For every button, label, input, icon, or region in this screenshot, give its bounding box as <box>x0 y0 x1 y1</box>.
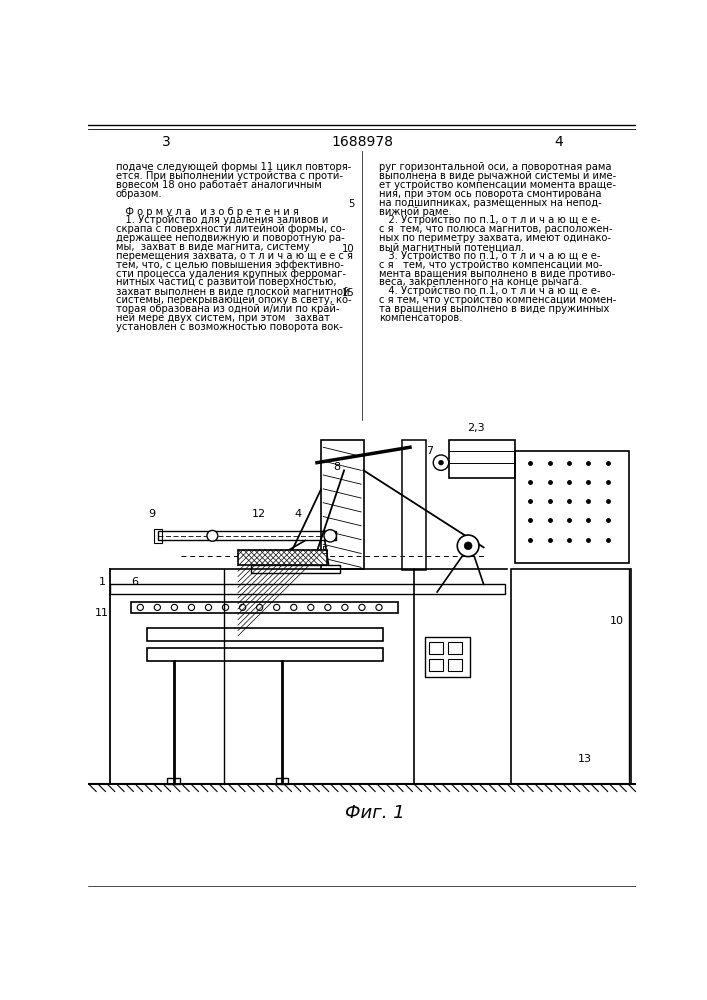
Text: Фиг. 1: Фиг. 1 <box>345 804 405 822</box>
Text: веса, закрепленного на конце рычага.: веса, закрепленного на конце рычага. <box>379 277 583 287</box>
Text: 7: 7 <box>426 446 433 456</box>
Bar <box>251 565 340 573</box>
Text: ней мере двух систем, при этом   захват: ней мере двух систем, при этом захват <box>115 313 329 323</box>
Circle shape <box>438 460 443 465</box>
Bar <box>429 642 443 654</box>
Circle shape <box>464 542 472 550</box>
Text: вовесом 18 оно работает аналогичным: вовесом 18 оно работает аналогичным <box>115 180 321 190</box>
Text: с я  тем, что полюса магнитов, расположен-: с я тем, что полюса магнитов, расположен… <box>379 224 613 234</box>
Text: руг горизонтальной оси, а поворотная рама: руг горизонтальной оси, а поворотная рам… <box>379 162 612 172</box>
Text: тем, что, с целью повышения эффективно-: тем, что, с целью повышения эффективно- <box>115 260 344 270</box>
Circle shape <box>324 530 337 542</box>
Text: 12: 12 <box>252 509 266 519</box>
Text: подаче следующей формы 11 цикл повторя-: подаче следующей формы 11 цикл повторя- <box>115 162 351 172</box>
Text: 4: 4 <box>554 135 563 149</box>
Bar <box>158 531 337 540</box>
Text: системы, перекрывающей опоку в свету, ко-: системы, перекрывающей опоку в свету, ко… <box>115 295 351 305</box>
Text: 1. Устройство для удаления заливов и: 1. Устройство для удаления заливов и <box>115 215 328 225</box>
Text: 5: 5 <box>349 199 355 209</box>
Bar <box>168 778 180 784</box>
Text: 4: 4 <box>294 509 301 519</box>
Bar <box>425 637 469 677</box>
Text: перемещения захвата, о т л и ч а ю щ е е с я: перемещения захвата, о т л и ч а ю щ е е… <box>115 251 353 261</box>
Text: сти процесса удаления крупных ферромаг-: сти процесса удаления крупных ферромаг- <box>115 269 346 279</box>
Bar <box>238 550 327 565</box>
Bar <box>449 440 515 478</box>
Text: 8: 8 <box>333 462 340 472</box>
Bar <box>321 440 363 569</box>
Text: 1688978: 1688978 <box>332 135 393 149</box>
Text: ет устройство компенсации момента враще-: ет устройство компенсации момента враще- <box>379 180 616 190</box>
Text: 6: 6 <box>132 577 139 587</box>
Text: 5: 5 <box>321 546 328 556</box>
Bar <box>146 628 383 641</box>
Text: 15: 15 <box>342 288 355 298</box>
Text: 10: 10 <box>342 244 355 254</box>
Text: ных по периметру захвата, имеют одинако-: ных по периметру захвата, имеют одинако- <box>379 233 611 243</box>
Text: на подшипниках, размещенных на непод-: на подшипниках, размещенных на непод- <box>379 198 602 208</box>
Text: мента вращения выполнено в виде противо-: мента вращения выполнено в виде противо- <box>379 269 615 279</box>
Text: образом.: образом. <box>115 189 162 199</box>
Text: ется. При выполнении устройства с проти-: ется. При выполнении устройства с проти- <box>115 171 342 181</box>
Text: 3. Устройство по п.1, о т л и ч а ю щ е е-: 3. Устройство по п.1, о т л и ч а ю щ е … <box>379 251 600 261</box>
Text: с я   тем, что устройство компенсации мо-: с я тем, что устройство компенсации мо- <box>379 260 602 270</box>
Text: 11: 11 <box>95 608 110 618</box>
Bar <box>276 778 288 784</box>
Bar <box>448 642 462 654</box>
Circle shape <box>433 455 449 470</box>
Bar <box>110 584 506 594</box>
Text: захват выполнен в виде плоской магнитной: захват выполнен в виде плоской магнитной <box>115 286 349 296</box>
Text: 9: 9 <box>148 509 156 519</box>
Text: компенсаторов.: компенсаторов. <box>379 313 462 323</box>
Text: держащее неподвижную и поворотную ра-: держащее неподвижную и поворотную ра- <box>115 233 344 243</box>
Text: 13: 13 <box>578 754 591 764</box>
Bar <box>131 602 398 613</box>
Text: с я тем, что устройство компенсации момен-: с я тем, что устройство компенсации моме… <box>379 295 617 305</box>
Text: 4. Устройство по п.1, о т л и ч а ю щ е е-: 4. Устройство по п.1, о т л и ч а ю щ е … <box>379 286 600 296</box>
Circle shape <box>457 535 479 557</box>
Bar <box>448 659 462 671</box>
Bar <box>154 529 162 543</box>
Bar <box>510 569 631 784</box>
Circle shape <box>207 530 218 541</box>
Text: ния, при этом ось поворота смонтирована: ния, при этом ось поворота смонтирована <box>379 189 602 199</box>
Bar <box>402 440 426 570</box>
Text: 3: 3 <box>161 135 170 149</box>
Text: торая образована из одной и/или по край-: торая образована из одной и/или по край- <box>115 304 339 314</box>
Bar <box>146 648 383 661</box>
Bar <box>429 659 443 671</box>
Text: 2,3: 2,3 <box>467 423 485 433</box>
Text: мы,  захват в виде магнита, систему: мы, захват в виде магнита, систему <box>115 242 309 252</box>
Text: выполнена в виде рычажной системы и име-: выполнена в виде рычажной системы и име- <box>379 171 617 181</box>
Text: вый магнитный потенциал.: вый магнитный потенциал. <box>379 242 525 252</box>
Text: 1: 1 <box>99 577 106 587</box>
Text: вижной раме.: вижной раме. <box>379 207 452 217</box>
Text: 10: 10 <box>610 615 624 626</box>
Text: установлен с возможностью поворота вок-: установлен с возможностью поворота вок- <box>115 322 342 332</box>
Text: Ф о р м у л а   и з о б р е т е н и я: Ф о р м у л а и з о б р е т е н и я <box>115 207 298 217</box>
Text: скрапа с поверхности литейной формы, со-: скрапа с поверхности литейной формы, со- <box>115 224 345 234</box>
Text: нитных частиц с развитой поверхностью,: нитных частиц с развитой поверхностью, <box>115 277 336 287</box>
Text: 2. Устройство по п.1, о т л и ч а ю щ е е-: 2. Устройство по п.1, о т л и ч а ю щ е … <box>379 215 601 225</box>
Text: та вращения выполнено в виде пружинных: та вращения выполнено в виде пружинных <box>379 304 609 314</box>
Bar <box>515 451 629 563</box>
